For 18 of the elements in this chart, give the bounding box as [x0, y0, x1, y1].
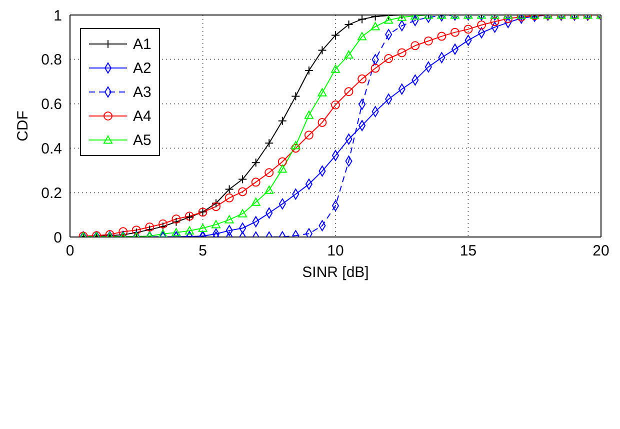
x-axis-title: SINR [dB] — [302, 264, 369, 281]
x-tick-label: 10 — [327, 242, 344, 260]
legend-label: A4 — [133, 108, 152, 124]
x-tick-label: 0 — [66, 242, 74, 260]
y-tick-label: 0.6 — [41, 96, 62, 114]
y-tick-label: 0.4 — [41, 140, 62, 158]
y-tick-label: 0.2 — [41, 184, 62, 202]
legend-label: A5 — [133, 132, 152, 148]
legend-label: A3 — [133, 84, 152, 100]
x-tick-label: 15 — [460, 242, 477, 260]
x-tick-label: 5 — [198, 242, 207, 260]
y-tick-label: 0 — [54, 229, 62, 246]
y-tick-label: 0.8 — [41, 52, 62, 69]
legend-label: A2 — [133, 60, 152, 76]
legend-label: A1 — [133, 36, 152, 52]
y-tick-label: 1 — [54, 7, 62, 24]
x-tick-label: 20 — [592, 242, 610, 260]
y-axis-title: CDF — [14, 110, 32, 142]
